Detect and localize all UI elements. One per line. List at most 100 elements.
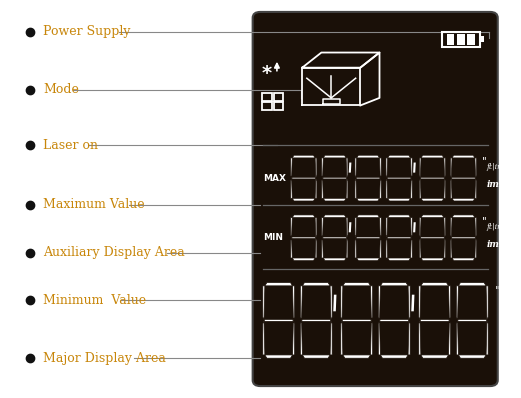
Polygon shape [457, 320, 487, 321]
Polygon shape [452, 155, 475, 158]
Polygon shape [323, 215, 346, 218]
Polygon shape [408, 321, 410, 355]
Polygon shape [458, 355, 486, 358]
Polygon shape [292, 198, 315, 201]
Text: im: im [487, 240, 500, 249]
Polygon shape [292, 321, 294, 355]
Polygon shape [292, 155, 315, 158]
Text: MIN: MIN [263, 233, 283, 242]
Polygon shape [343, 283, 370, 286]
Polygon shape [346, 158, 348, 177]
Polygon shape [421, 155, 444, 158]
Bar [457, 34, 465, 45]
Polygon shape [292, 286, 294, 320]
Polygon shape [322, 177, 347, 179]
Polygon shape [292, 177, 316, 179]
Polygon shape [419, 158, 421, 177]
Polygon shape [292, 215, 315, 218]
Polygon shape [342, 320, 371, 321]
Polygon shape [420, 177, 444, 179]
Polygon shape [330, 321, 332, 355]
Polygon shape [323, 198, 346, 201]
Polygon shape [444, 158, 445, 177]
Polygon shape [379, 239, 381, 258]
Polygon shape [370, 321, 373, 355]
Text: Mode: Mode [43, 83, 79, 96]
Text: *: * [261, 64, 271, 83]
Polygon shape [333, 295, 337, 311]
Bar [274, 102, 283, 110]
Polygon shape [475, 158, 477, 177]
Polygon shape [356, 177, 380, 179]
Polygon shape [456, 286, 458, 320]
Polygon shape [341, 286, 343, 320]
Polygon shape [302, 320, 331, 321]
Polygon shape [355, 239, 357, 258]
Bar [442, 32, 480, 47]
Bar [446, 34, 454, 45]
Polygon shape [323, 258, 346, 261]
Text: im: im [487, 180, 500, 189]
Polygon shape [486, 321, 488, 355]
Polygon shape [322, 237, 347, 239]
Polygon shape [321, 158, 323, 177]
Polygon shape [411, 239, 412, 258]
Polygon shape [451, 177, 476, 179]
Polygon shape [421, 198, 444, 201]
Polygon shape [321, 239, 323, 258]
Bar [262, 93, 272, 101]
Polygon shape [411, 295, 414, 311]
Polygon shape [300, 321, 302, 355]
Bar [274, 93, 283, 101]
Polygon shape [420, 237, 444, 239]
Polygon shape [263, 286, 265, 320]
Polygon shape [315, 218, 317, 237]
Polygon shape [475, 179, 477, 198]
Text: Auxiliary Display Area: Auxiliary Display Area [43, 246, 185, 259]
Polygon shape [386, 218, 388, 237]
Text: ft|in: ft|in [487, 223, 502, 231]
Polygon shape [419, 179, 421, 198]
Polygon shape [386, 179, 388, 198]
Text: ": " [495, 285, 501, 298]
Polygon shape [449, 286, 451, 320]
Polygon shape [444, 218, 445, 237]
Polygon shape [444, 179, 445, 198]
Text: Laser on: Laser on [43, 139, 98, 152]
Bar [467, 34, 475, 45]
Polygon shape [321, 218, 323, 237]
Polygon shape [419, 286, 421, 320]
Polygon shape [388, 198, 411, 201]
Text: Major Display Area: Major Display Area [43, 352, 166, 365]
Polygon shape [475, 239, 477, 258]
Polygon shape [378, 321, 380, 355]
Polygon shape [486, 286, 488, 320]
Polygon shape [346, 218, 348, 237]
Polygon shape [315, 158, 317, 177]
Polygon shape [386, 239, 388, 258]
Polygon shape [449, 321, 451, 355]
Polygon shape [388, 155, 411, 158]
Polygon shape [291, 239, 292, 258]
Polygon shape [456, 321, 458, 355]
Polygon shape [346, 239, 348, 258]
Polygon shape [380, 320, 409, 321]
Polygon shape [321, 179, 323, 198]
Polygon shape [450, 179, 452, 198]
Polygon shape [300, 286, 302, 320]
Polygon shape [292, 258, 315, 261]
FancyBboxPatch shape [253, 12, 498, 386]
Polygon shape [343, 355, 370, 358]
Polygon shape [355, 158, 357, 177]
Polygon shape [458, 283, 486, 286]
Text: Maximum Value: Maximum Value [43, 199, 145, 211]
Polygon shape [302, 283, 330, 286]
Polygon shape [379, 179, 381, 198]
Polygon shape [450, 158, 452, 177]
Polygon shape [411, 218, 412, 237]
Polygon shape [265, 283, 292, 286]
Text: Power Supply: Power Supply [43, 25, 130, 38]
Polygon shape [370, 286, 373, 320]
Polygon shape [419, 218, 421, 237]
Polygon shape [419, 239, 421, 258]
